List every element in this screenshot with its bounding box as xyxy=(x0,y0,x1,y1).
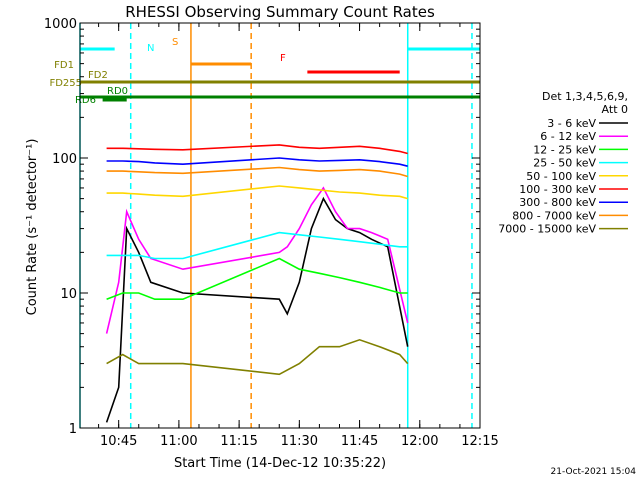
legend-label-5: 100 - 300 keV xyxy=(519,183,596,196)
legend-label-2: 12 - 25 keV xyxy=(533,143,596,156)
x-tick-label-3: 11:30 xyxy=(281,434,318,449)
series-line-6 xyxy=(106,157,408,167)
y-tick-label-1: 10 xyxy=(60,287,77,302)
x-tick-label-0: 10:45 xyxy=(100,434,137,449)
series-line-8 xyxy=(106,338,409,376)
legend-label-6: 300 - 800 keV xyxy=(519,196,596,209)
legend-label-1: 6 - 12 keV xyxy=(540,130,596,143)
plot-area: N S F FD1 FD2 FD255 RD0 RD6 1 10 100 1000 10:45 11:00… xyxy=(44,17,499,449)
flag-label-6: RD0 xyxy=(107,86,128,97)
legend-header: Det 1,3,4,5,6,9,Att 0 xyxy=(542,90,628,116)
x-axis-label: Start Time (14-Dec-12 10:35:22) xyxy=(174,456,386,471)
chart-title: RHESSI Observing Summary Count Rates xyxy=(125,3,435,21)
legend-label-3: 25 - 50 keV xyxy=(533,157,596,170)
flag-label-3: FD1 xyxy=(54,60,74,71)
x-tick-label-6: 12:15 xyxy=(461,434,498,449)
timestamp: 21-Oct-2021 15:04 xyxy=(551,467,637,477)
series-line-7 xyxy=(106,166,408,178)
legend-header-line-0: Det 1,3,4,5,6,9, xyxy=(542,90,628,103)
flag-label-0: N xyxy=(147,43,154,54)
x-tick-label-5: 12:00 xyxy=(401,434,438,449)
y-axis-label: Count Rate (s⁻¹ detector⁻¹) xyxy=(25,139,40,316)
flag-label-2: F xyxy=(280,53,286,64)
series-line-5 xyxy=(106,144,408,155)
flag-label-7: RD6 xyxy=(75,95,96,106)
legend-label-7: 800 - 7000 keV xyxy=(512,209,596,222)
x-tick-label-4: 11:45 xyxy=(341,434,378,449)
flag-label-4: FD2 xyxy=(88,70,108,81)
flag-label-1: S xyxy=(172,37,178,48)
y-tick-label-3: 1000 xyxy=(44,17,77,32)
series-line-3 xyxy=(106,231,408,260)
plot-frame xyxy=(79,22,481,429)
x-tick-label-1: 11:00 xyxy=(160,434,197,449)
series-line-1 xyxy=(105,186,409,334)
legend-label-0: 3 - 6 keV xyxy=(547,117,596,130)
legend-label-8: 7000 - 15000 keV xyxy=(498,223,596,236)
series-line-4 xyxy=(106,185,408,200)
x-tick-label-2: 11:15 xyxy=(220,434,257,449)
y-tick-label-0: 1 xyxy=(69,422,77,437)
series-line-2 xyxy=(106,257,408,301)
flag-label-5: FD255 xyxy=(49,78,82,89)
series-line-0 xyxy=(105,196,409,423)
legend-header-line-1: Att 0 xyxy=(602,103,628,116)
y-tick-label-2: 100 xyxy=(52,152,77,167)
legend-label-4: 50 - 100 keV xyxy=(526,170,596,183)
